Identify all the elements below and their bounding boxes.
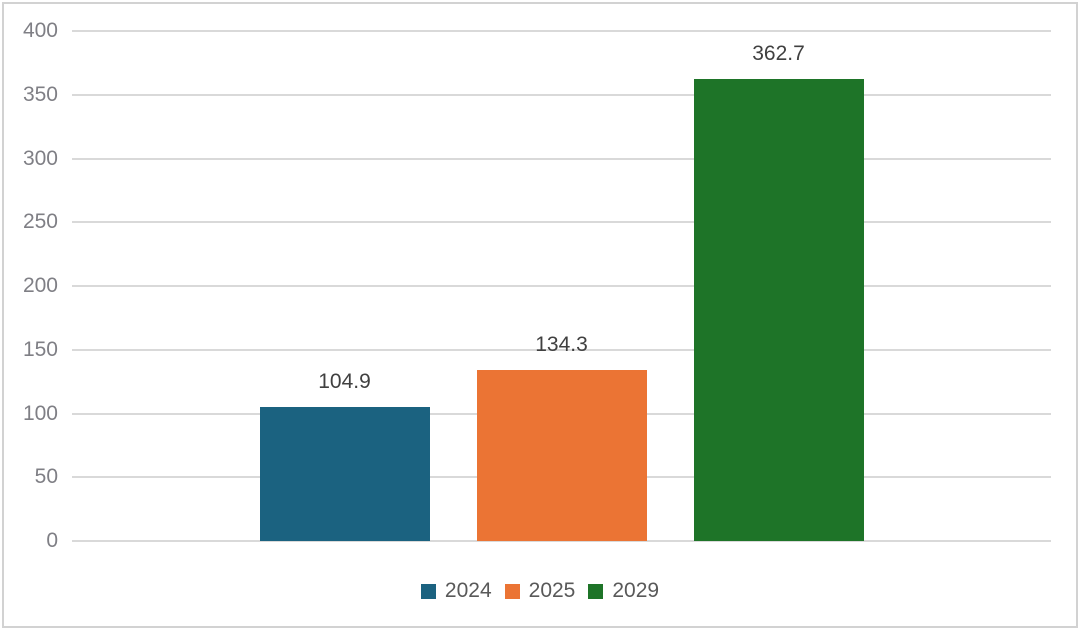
bar-value-label-2029: 362.7 (752, 41, 805, 65)
y-tick-label-200: 200 (22, 274, 58, 297)
bar-2029 (693, 78, 864, 541)
y-tick-label-350: 350 (22, 82, 58, 106)
legend-label-2024: 2024 (444, 579, 492, 602)
gridline-y-300 (72, 157, 1051, 160)
legend-label-2025: 2025 (528, 579, 576, 602)
gridline-y-250 (72, 221, 1051, 224)
y-tick-label-50: 50 (34, 465, 58, 489)
y-tick-label-400: 400 (22, 19, 58, 42)
legend-swatch-2024 (420, 583, 436, 599)
legend-label-2029: 2029 (612, 579, 660, 602)
gridline-y-200 (72, 285, 1051, 287)
y-tick-label-0: 0 (46, 529, 58, 552)
gridline-y-0 (72, 540, 1051, 542)
gridline-y-150 (72, 348, 1051, 351)
y-tick-label-100: 100 (22, 401, 58, 425)
legend-item-2024: 2024 (420, 579, 492, 603)
gridline-y-350 (72, 93, 1051, 96)
bar-value-label-2025: 134.3 (535, 332, 588, 356)
bar-value-label-2024: 104.9 (318, 370, 371, 394)
y-tick-label-300: 300 (22, 146, 58, 170)
plot-area: 104.9 134.3 362.7 (72, 30, 1051, 542)
legend-swatch-2029 (588, 583, 604, 599)
legend-item-2025: 2025 (504, 579, 576, 603)
gridline-y-400 (72, 30, 1051, 33)
legend: 2024 2025 2029 (0, 578, 1080, 604)
y-axis: 0 50 100 150 200 250 300 350 400 (0, 19, 58, 552)
bar-2025 (476, 369, 647, 541)
legend-swatch-2025 (504, 583, 520, 599)
y-tick-label-150: 150 (22, 337, 58, 361)
bar-2024 (259, 407, 430, 541)
y-tick-label-250: 250 (22, 210, 58, 234)
legend-item-2029: 2029 (588, 579, 659, 603)
